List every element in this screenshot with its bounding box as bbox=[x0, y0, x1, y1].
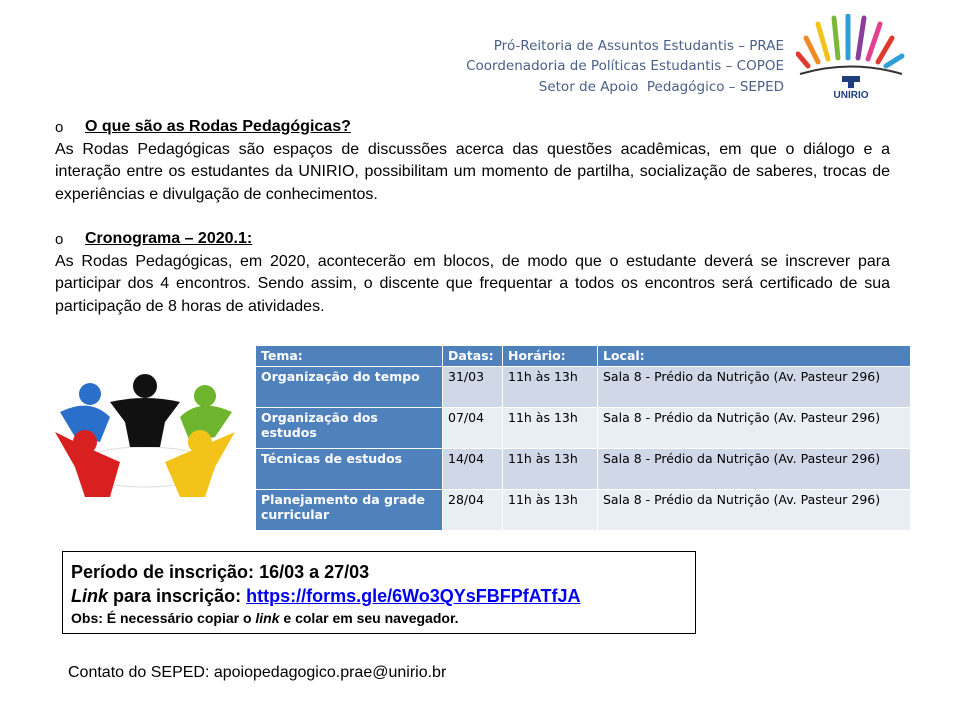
obs-prefix: Obs: É necessário copiar o bbox=[71, 610, 256, 626]
bullet: o bbox=[55, 119, 64, 136]
registration-obs: Obs: É necessário copiar o link e colar … bbox=[71, 608, 687, 628]
cell-data: 28/04 bbox=[442, 489, 503, 531]
cell-local: Sala 8 - Prédio da Nutrição (Av. Pasteur… bbox=[597, 366, 911, 408]
bullet: o bbox=[55, 231, 64, 248]
table-row: Organização do tempo 31/03 11h às 13h Sala … bbox=[255, 366, 911, 408]
header-line-1: Pró-Reitoria de Assuntos Estudantis – PR… bbox=[493, 38, 784, 54]
unirio-logo: UNIRIO bbox=[796, 14, 905, 101]
table-row: Técnicas de estudos 14/04 11h às 13h Sala 8… bbox=[255, 448, 911, 490]
registration-link[interactable]: https://forms.gle/6Wo3QYsFBFPfATfJA bbox=[246, 586, 581, 606]
period-value: 16/03 a 27/03 bbox=[259, 562, 370, 582]
section-text-cronograma: As Rodas Pedagógicas, em 2020, acontecer… bbox=[55, 253, 890, 315]
col-header-datas: Datas: bbox=[442, 345, 503, 367]
section-title-cronograma: Cronograma – 2020.1: bbox=[85, 230, 253, 247]
cell-data: 14/04 bbox=[442, 448, 503, 490]
obs-suffix: e colar em seu navegador. bbox=[279, 610, 459, 626]
cell-tema: Organização dos estudos bbox=[255, 407, 443, 449]
section-text-rodas: As Rodas Pedagógicas são espaços de disc… bbox=[55, 141, 890, 203]
header-line-2: Coordenadoria de Políticas Estudantis – … bbox=[466, 58, 784, 74]
cell-data: 31/03 bbox=[442, 366, 503, 408]
table-row: Planejamento da grade curricular 28/04 11h… bbox=[255, 489, 911, 531]
cell-horario: 11h às 13h bbox=[502, 489, 598, 531]
cell-tema: Organização do tempo bbox=[255, 366, 443, 408]
people-circle-illustration bbox=[55, 374, 235, 497]
obs-italic: link bbox=[255, 610, 280, 626]
logo-text: UNIRIO bbox=[834, 90, 869, 101]
period-label: Período de inscrição: bbox=[71, 562, 255, 582]
contact-text: Contato do SEPED: apoiopedagogico.prae@u… bbox=[68, 664, 447, 681]
col-header-local: Local: bbox=[597, 345, 911, 367]
col-header-horario: Horário: bbox=[502, 345, 598, 367]
cell-data: 07/04 bbox=[442, 407, 503, 449]
col-header-tema: Tema: bbox=[255, 345, 443, 367]
cell-local: Sala 8 - Prédio da Nutrição (Av. Pasteur… bbox=[597, 489, 911, 531]
cell-horario: 11h às 13h bbox=[502, 448, 598, 490]
section-title-rodas: O que são as Rodas Pedagógicas? bbox=[85, 118, 351, 135]
cell-tema: Planejamento da grade curricular bbox=[255, 489, 443, 531]
registration-link-line: Link para inscrição: https://forms.gle/6… bbox=[71, 584, 687, 608]
link-label: para inscrição: bbox=[108, 586, 242, 606]
table-row: Organização dos estudos 07/04 11h às 13h Sa… bbox=[255, 407, 911, 449]
link-label-italic: Link bbox=[71, 586, 109, 606]
cell-local: Sala 8 - Prédio da Nutrição (Av. Pasteur… bbox=[597, 407, 911, 449]
cell-horario: 11h às 13h bbox=[502, 366, 598, 408]
schedule-table: Tema: Datas: Horário: Local: Organização… bbox=[255, 345, 911, 531]
cell-tema: Técnicas de estudos bbox=[255, 448, 443, 490]
cell-horario: 11h às 13h bbox=[502, 407, 598, 449]
header-line-3: Setor de Apoio Pedagógico – SEPED bbox=[538, 79, 784, 95]
registration-period: Período de inscrição: 16/03 a 27/03 bbox=[71, 560, 687, 584]
registration-box: Período de inscrição: 16/03 a 27/03 Link… bbox=[62, 551, 696, 634]
cell-local: Sala 8 - Prédio da Nutrição (Av. Pasteur… bbox=[597, 448, 911, 490]
